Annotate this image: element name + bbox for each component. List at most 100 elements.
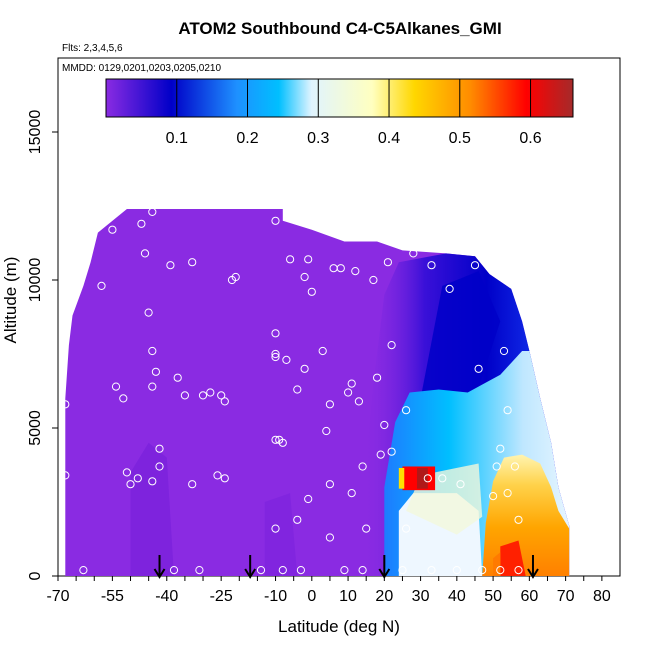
observation-point bbox=[213, 471, 222, 480]
observation-point bbox=[119, 394, 128, 403]
x-tick-label: -55 bbox=[101, 588, 124, 605]
observation-point bbox=[347, 489, 356, 498]
observation-point bbox=[144, 308, 153, 317]
y-tick-label: 0 bbox=[27, 571, 44, 580]
observation-point bbox=[148, 207, 157, 216]
observation-point bbox=[492, 462, 501, 471]
observation-point bbox=[354, 397, 363, 406]
observation-point bbox=[445, 284, 454, 293]
observation-point bbox=[293, 385, 302, 394]
observation-point bbox=[97, 281, 106, 290]
observation-point bbox=[409, 249, 418, 258]
x-tick-label: -70 bbox=[46, 588, 69, 605]
observation-point bbox=[318, 346, 327, 356]
observation-point bbox=[220, 474, 229, 483]
observation-point bbox=[61, 471, 70, 480]
observation-point bbox=[155, 462, 164, 471]
x-tick-label: -10 bbox=[264, 588, 287, 605]
observation-point bbox=[452, 566, 461, 575]
observation-point bbox=[347, 379, 356, 388]
observation-point bbox=[271, 216, 280, 225]
observation-point bbox=[148, 382, 157, 391]
observation-point bbox=[499, 346, 509, 356]
observation-point bbox=[362, 524, 371, 533]
observation-point bbox=[300, 272, 309, 282]
observation-point bbox=[344, 388, 353, 397]
heatmap-deep-blue bbox=[420, 271, 501, 399]
observation-point bbox=[271, 524, 280, 533]
observation-point bbox=[304, 255, 313, 264]
heatmap-hotspot-core bbox=[416, 467, 428, 489]
observation-point bbox=[387, 447, 396, 456]
observation-point bbox=[478, 566, 487, 575]
observation-point bbox=[231, 272, 240, 282]
observation-point bbox=[307, 287, 316, 296]
heatmap-column-tropic bbox=[264, 493, 298, 576]
x-tick-label: 30 bbox=[412, 588, 430, 605]
observation-point bbox=[427, 261, 436, 270]
x-tick-label: 40 bbox=[448, 588, 466, 605]
colorbar: 0.1 0.2 0.3 0.4 0.5 0.6 bbox=[105, 78, 574, 147]
observation-point bbox=[496, 444, 505, 453]
observation-point bbox=[271, 349, 280, 359]
observation-point bbox=[126, 480, 135, 489]
x-tick-label: 0 bbox=[307, 588, 316, 605]
observation-point bbox=[398, 566, 407, 575]
observation-point bbox=[300, 364, 309, 373]
heatmap-hotspot-edge bbox=[493, 552, 501, 576]
observation-point bbox=[282, 355, 291, 364]
observation-point bbox=[188, 258, 197, 267]
observation-point bbox=[496, 566, 505, 575]
observation-point bbox=[369, 275, 378, 285]
observation-point bbox=[278, 566, 287, 575]
observation-point bbox=[256, 566, 266, 575]
x-tick-label: -40 bbox=[155, 588, 178, 605]
observation-point bbox=[148, 477, 157, 486]
annotation-dates: MMDD: 0129,0201,0203,0205,0210 bbox=[62, 63, 221, 74]
observation-point bbox=[322, 426, 331, 436]
y-axis-label: Altitude (m) bbox=[1, 257, 20, 344]
latitude-arrow-head bbox=[153, 568, 166, 579]
chart-title: ATOM2 Southbound C4-C5Alkanes_GMI bbox=[178, 19, 501, 38]
y-tick-label: 15000 bbox=[27, 110, 44, 155]
observation-point bbox=[423, 474, 432, 483]
observation-point bbox=[402, 524, 411, 533]
observation-point bbox=[180, 391, 189, 400]
observation-point bbox=[376, 450, 385, 459]
colorbar-gradient bbox=[105, 78, 574, 118]
observation-point bbox=[278, 438, 287, 447]
latitude-arrow bbox=[527, 555, 539, 579]
heatmap-hotspot-rim bbox=[398, 467, 405, 489]
x-tick-label: 20 bbox=[375, 588, 393, 605]
latitude-arrow bbox=[244, 555, 257, 579]
x-axis-label: Latitude (deg N) bbox=[278, 617, 400, 636]
observation-point bbox=[61, 400, 70, 409]
y-tick-label: 10000 bbox=[27, 258, 44, 303]
observation-point bbox=[325, 480, 334, 489]
observation-point bbox=[217, 391, 226, 400]
observation-point bbox=[456, 480, 465, 489]
observation-point bbox=[470, 261, 480, 270]
colorbar-tick-label: 0.6 bbox=[519, 130, 541, 147]
observation-point bbox=[304, 494, 313, 504]
observation-point bbox=[133, 474, 142, 483]
x-tick-label: 50 bbox=[484, 588, 502, 605]
observation-point bbox=[293, 515, 302, 524]
observation-point bbox=[206, 388, 215, 397]
observation-point bbox=[510, 462, 520, 471]
observation-point bbox=[148, 346, 157, 356]
observation-point bbox=[195, 566, 204, 575]
latitude-arrow-head bbox=[244, 568, 257, 579]
observation-point bbox=[383, 258, 392, 267]
observation-point bbox=[111, 382, 121, 391]
colorbar-tick-label: 0.1 bbox=[166, 130, 188, 147]
heatmap-column-south bbox=[130, 442, 174, 576]
observation-point bbox=[325, 533, 334, 542]
observation-point bbox=[220, 397, 229, 406]
observation-point bbox=[474, 364, 483, 373]
observation-point bbox=[325, 400, 334, 409]
observation-point bbox=[137, 219, 146, 228]
observation-point bbox=[373, 373, 382, 382]
x-tick-label: -25 bbox=[210, 588, 233, 605]
